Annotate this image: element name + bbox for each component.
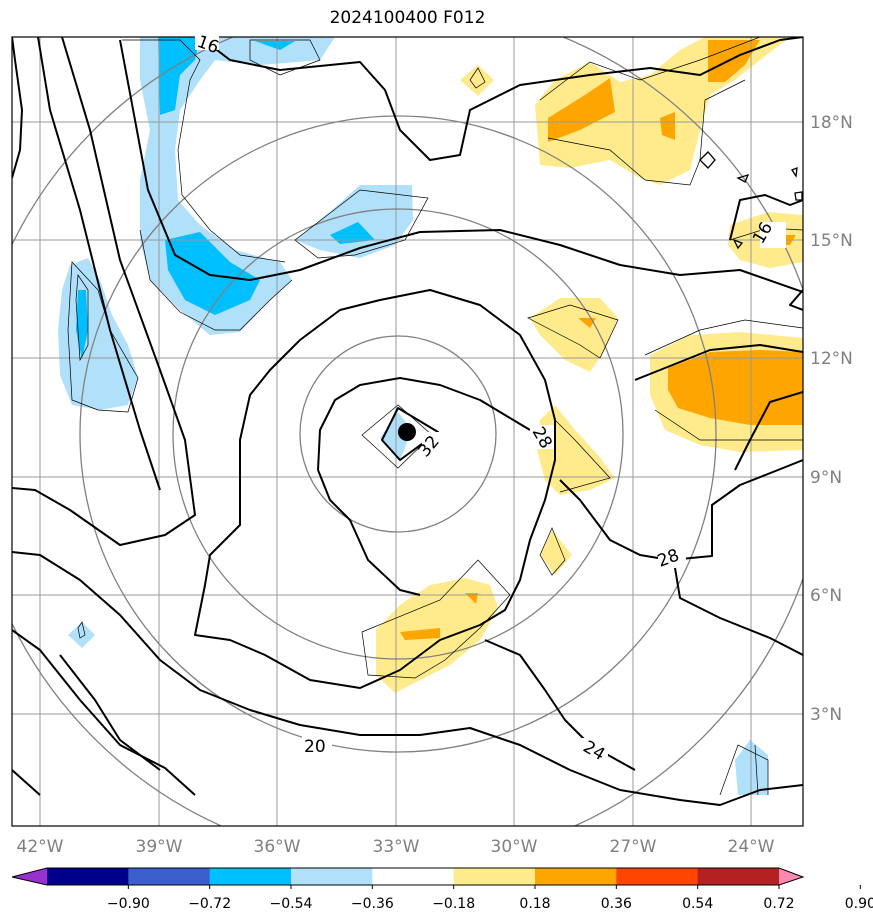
colorbar-extend-high <box>779 868 803 885</box>
colorbar-tick-label: 0.72 <box>763 896 794 912</box>
colorbar-swatch <box>47 868 129 885</box>
lon-label: 42°W <box>17 837 64 857</box>
colorbar-swatch <box>535 868 617 885</box>
colorbar-tick-label: 0.90 <box>845 896 873 912</box>
colorbar-swatch <box>209 868 292 885</box>
lat-label: 12°N <box>810 349 853 369</box>
contour-label-group: 16 32 28 28 20 24 16 <box>194 32 786 765</box>
lat-label: 9°N <box>810 468 842 488</box>
colorbar-outline <box>11 867 805 886</box>
lon-label: 36°W <box>254 837 301 857</box>
lat-label: 3°N <box>810 705 842 725</box>
lon-label: 27°W <box>610 837 657 857</box>
colorbar-tick-label: 0.18 <box>519 896 550 912</box>
colorbar-ticks: −0.90 −0.72 −0.54 −0.36 −0.18 0.18 0.36 0.54 0.7… <box>107 885 873 912</box>
contour-label: 20 <box>304 737 326 757</box>
gridlines <box>12 37 803 826</box>
lat-label: 6°N <box>810 586 842 606</box>
storm-center-dot <box>398 423 416 441</box>
colorbar-tick-label: −0.18 <box>432 896 475 912</box>
colorbar-swatch <box>616 868 699 885</box>
colorbar-swatches <box>12 868 803 885</box>
thick-contours <box>12 37 803 806</box>
colorbar: −0.90 −0.72 −0.54 −0.36 −0.18 0.18 0.36 0.54 0.7… <box>11 867 873 912</box>
colorbar-swatch <box>128 868 211 885</box>
colorbar-swatch <box>291 868 373 885</box>
lat-label: 18°N <box>810 113 853 133</box>
range-rings <box>12 37 803 826</box>
colorbar-swatch <box>372 868 455 885</box>
colorbar-tick-label: −0.54 <box>270 896 313 912</box>
lon-label: 39°W <box>136 837 183 857</box>
map-frame <box>11 36 804 827</box>
colorbar-swatch <box>697 868 780 885</box>
negative-shading-strong <box>76 37 375 360</box>
colorbar-swatch <box>453 868 536 885</box>
axis-labels: 42°W 39°W 36°W 33°W 30°W 27°W 24°W 18°N … <box>17 113 853 857</box>
colorbar-tick-label: 0.36 <box>601 896 632 912</box>
colorbar-tick-label: −0.90 <box>107 896 150 912</box>
colorbar-tick-label: −0.72 <box>188 896 231 912</box>
map-title: 2024100400 F012 <box>329 8 486 28</box>
colorbar-extend-low <box>12 868 47 885</box>
lat-label: 15°N <box>810 231 853 251</box>
colorbar-tick-label: 0.54 <box>682 896 713 912</box>
colorbar-tick-label: −0.36 <box>351 896 394 912</box>
lon-label: 24°W <box>728 837 775 857</box>
lon-label: 33°W <box>373 837 420 857</box>
small-contours <box>699 151 803 250</box>
lon-label: 30°W <box>491 837 538 857</box>
